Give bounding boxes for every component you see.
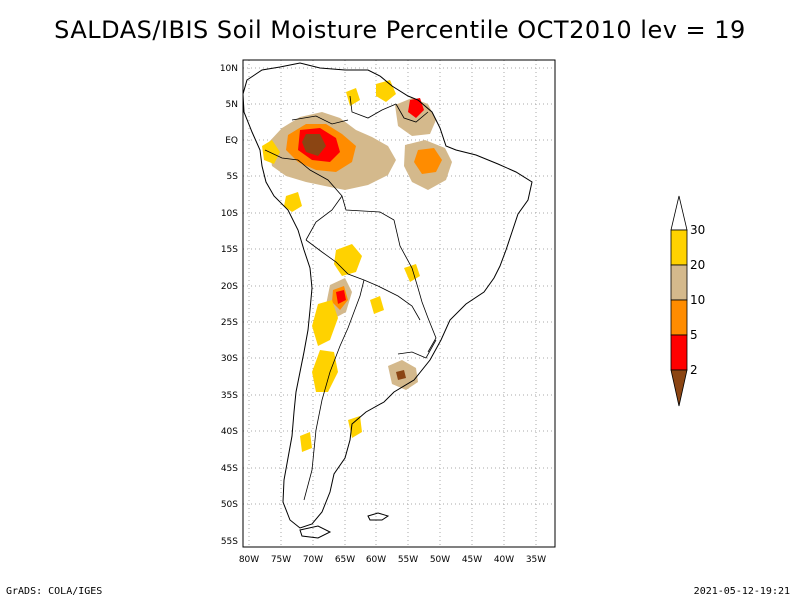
lat-tick-label: 45S [221,464,238,474]
tierra-del-fuego [299,525,332,539]
lon-tick-label: 40W [494,555,514,565]
lon-tick-label: 50W [430,555,450,565]
lon-tick-label: 45W [462,555,482,565]
shade-orange-ne [414,148,442,174]
footer-timestamp: 2021-05-12-19:21 [693,586,790,597]
shade-yellow-west [262,140,280,164]
lat-tick-label: 5N [226,100,238,110]
lat-tick-label: 50S [221,500,238,510]
shade-yellow-andes-1 [334,244,362,276]
lat-tick-label: 35S [221,391,238,401]
lat-tick-label: 20S [221,282,238,292]
lon-tick-label: 35W [526,555,546,565]
lat-tick-label: 15S [221,245,238,255]
shade-yellow-andes-3 [312,350,338,392]
shade-yellow-para [370,296,384,314]
continent-coastline [243,62,533,529]
lat-tick-label: 25S [221,318,238,328]
lat-tick-label: EQ [225,136,238,146]
lon-tick-label: 70W [303,555,323,565]
lat-tick-label: 55S [221,537,238,547]
country-borders [264,95,437,501]
shade-yellow-east [404,264,420,282]
lon-tick-label: 75W [271,555,291,565]
shade-yellow-amazon-edge [284,192,302,212]
legend-swatch-5-10 [670,299,688,336]
legend-cap-below [670,369,688,407]
falkland-islands [367,512,390,521]
legend-label: 30 [690,223,705,237]
map-title: SALDAS/IBIS Soil Moisture Percentile OCT… [54,16,746,44]
shade-yellow-south-1 [348,416,362,438]
lon-tick-label: 80W [239,555,259,565]
shade-brown-uruguay [396,370,406,380]
footer-credit: GrADS: COLA/IGES [6,586,103,597]
lat-axis: 10N 5N EQ 5S 10S 15S 20S 25S 30S 35S 40S… [220,64,238,547]
legend-swatch-10-20 [670,264,688,301]
lon-tick-label: 55W [398,555,418,565]
shade-yellow-south-2 [300,432,312,452]
legend-cap-above [670,195,688,231]
soil-moisture-shading [262,80,452,452]
lat-tick-label: 40S [221,427,238,437]
shade-yellow-north [346,88,360,106]
legend-label: 10 [690,293,705,307]
legend-label: 2 [690,363,698,377]
shade-brown-amazon [302,134,326,156]
legend-swatch-20-30 [670,229,688,266]
lat-tick-label: 10S [221,209,238,219]
lat-tick-label: 10N [220,64,238,74]
legend-swatch-2-5 [670,334,688,371]
lon-tick-label: 65W [335,555,355,565]
lat-tick-label: 30S [221,354,238,364]
shade-red-chaco [336,290,346,304]
map-frame [242,59,556,548]
legend-label: 20 [690,258,705,272]
legend-label: 5 [690,328,698,342]
lon-tick-label: 60W [366,555,386,565]
shade-yellow-andes-2 [312,300,338,346]
color-legend: 30 20 10 5 2 [670,195,705,407]
lat-tick-label: 5S [227,172,239,182]
shade-red-guiana [408,98,424,118]
shade-yellow-guiana [376,80,396,102]
lon-axis: 80W 75W 70W 65W 60W 55W 50W 45W 40W 35W [239,555,546,565]
